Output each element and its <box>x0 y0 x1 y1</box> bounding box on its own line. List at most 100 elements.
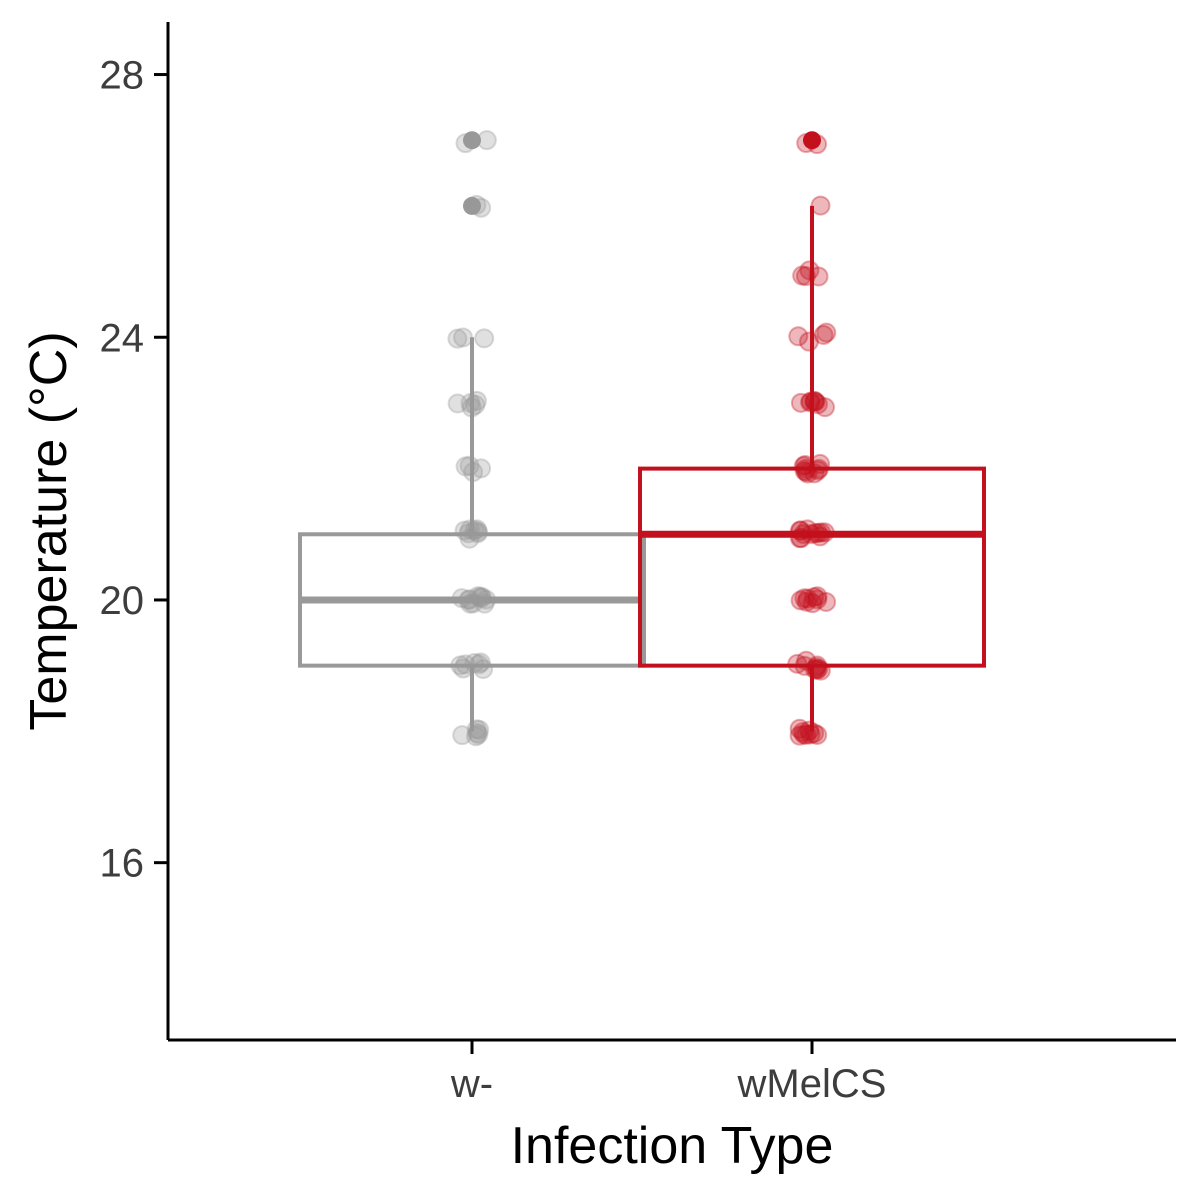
data-point <box>459 455 480 476</box>
data-point <box>793 456 814 477</box>
data-point <box>451 588 472 609</box>
data-point <box>787 653 808 674</box>
data-point <box>468 586 489 607</box>
data-point <box>474 593 495 614</box>
data-point <box>804 463 825 484</box>
y-tick-label: 24 <box>100 316 145 360</box>
data-point <box>813 324 834 345</box>
data-point <box>807 134 828 155</box>
data-point <box>466 719 487 740</box>
data-point <box>816 591 837 612</box>
data-point <box>804 587 825 608</box>
data-point <box>810 195 831 216</box>
data-point <box>800 724 821 745</box>
data-point <box>807 589 828 610</box>
data-point <box>452 725 473 746</box>
data-point <box>807 655 828 676</box>
data-point <box>455 456 476 477</box>
data-point <box>469 587 490 608</box>
data-point <box>794 588 815 609</box>
y-tick-label: 28 <box>100 54 145 98</box>
data-point <box>465 726 486 747</box>
data-point <box>459 519 480 540</box>
data-point <box>816 322 837 343</box>
data-point <box>789 520 810 541</box>
data-point <box>810 453 831 474</box>
data-point <box>455 654 476 675</box>
data-point <box>471 458 492 479</box>
data-point <box>466 390 487 411</box>
data-point <box>795 458 816 479</box>
data-point <box>454 520 475 541</box>
data-point <box>459 589 480 610</box>
outlier-point <box>803 131 821 150</box>
data-point <box>790 520 811 541</box>
data-point <box>473 659 494 680</box>
x-axis-ticks: w-wMelCS <box>450 1040 887 1106</box>
data-point <box>810 526 831 547</box>
data-point <box>459 528 480 549</box>
data-point <box>476 130 497 151</box>
data-point <box>799 260 820 281</box>
data-point <box>806 657 827 678</box>
data-point <box>471 586 492 607</box>
data-point <box>796 650 817 671</box>
data-point <box>463 593 484 614</box>
outlier-point <box>463 196 481 215</box>
data-point <box>792 265 813 286</box>
data-point <box>468 654 489 675</box>
box-group-w- <box>298 131 646 732</box>
data-point <box>810 660 831 681</box>
data-point <box>463 462 484 483</box>
data-point <box>796 591 817 612</box>
data-point <box>807 394 828 415</box>
jitter-points-wMelCS <box>787 133 837 746</box>
data-point <box>806 659 827 680</box>
data-point <box>447 393 468 414</box>
data-point <box>814 522 835 543</box>
data-point <box>458 590 479 611</box>
data-point <box>814 397 835 418</box>
x-tick-label: wMelCS <box>737 1062 887 1106</box>
data-point <box>811 522 832 543</box>
data-point <box>795 266 816 287</box>
data-point <box>790 590 811 611</box>
data-point <box>789 718 810 739</box>
plot-area <box>298 130 986 747</box>
data-point <box>789 725 810 746</box>
data-point <box>796 133 817 154</box>
data-point <box>455 133 476 154</box>
data-point <box>808 522 829 543</box>
data-point <box>808 458 829 479</box>
data-point <box>465 394 486 415</box>
data-point <box>453 327 474 348</box>
data-point <box>460 393 481 414</box>
data-point <box>802 593 823 614</box>
iqr-box <box>638 466 986 668</box>
data-point <box>796 461 817 482</box>
data-point <box>804 391 825 412</box>
x-tick-label: w- <box>450 1062 493 1106</box>
data-point <box>800 391 821 412</box>
data-point <box>790 392 811 413</box>
box-group-wMelCS <box>638 131 986 732</box>
data-point <box>464 520 485 541</box>
data-point <box>470 652 491 673</box>
data-point <box>471 588 492 609</box>
data-point <box>794 724 815 745</box>
data-point <box>794 655 815 676</box>
data-point <box>797 519 818 540</box>
data-point <box>807 460 828 481</box>
data-point <box>453 658 474 679</box>
data-point <box>796 724 817 745</box>
axes: 16 20 24 28 w-wMelCS <box>100 22 1176 1106</box>
data-point <box>795 454 816 475</box>
data-point <box>798 331 819 352</box>
x-axis-title: Infection Type <box>511 1117 834 1175</box>
data-point <box>474 328 495 349</box>
data-point <box>800 392 821 413</box>
data-point <box>805 391 826 412</box>
data-point <box>467 521 488 542</box>
data-point <box>793 523 814 544</box>
y-axis-ticks: 16 20 24 28 <box>100 54 168 886</box>
